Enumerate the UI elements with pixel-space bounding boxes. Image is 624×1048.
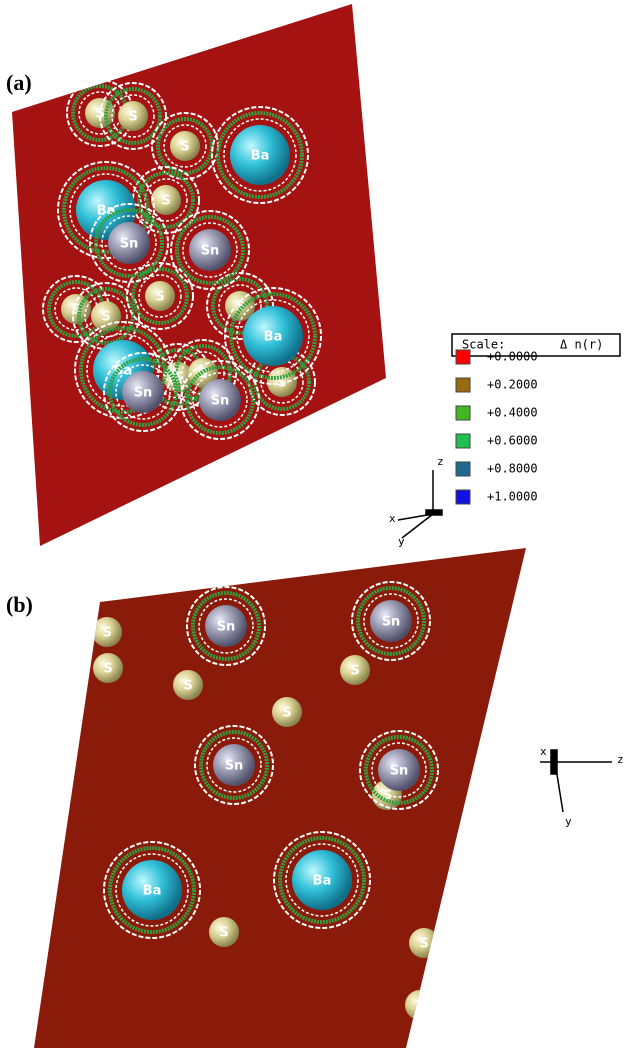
atom-label: S — [101, 310, 110, 325]
legend-swatch — [456, 490, 470, 504]
figure: SSSSSSSSSSSBaBaBaBaSnSnSnSn SSSSSSSSSSnS… — [0, 0, 624, 1048]
atom-label: Sn — [225, 759, 244, 774]
axis-label: z — [617, 753, 624, 766]
atom-label: S — [128, 110, 137, 125]
legend-swatch — [456, 378, 470, 392]
axis-triad — [398, 470, 442, 538]
atom-label: Ba — [264, 330, 283, 345]
atom-label: S — [155, 290, 164, 305]
atom-label: Sn — [134, 386, 153, 401]
atom-label: S — [161, 194, 170, 209]
atom-label: S — [183, 679, 192, 694]
legend-swatch — [456, 462, 470, 476]
axis-label: y — [398, 535, 405, 548]
atom-label: Sn — [201, 244, 220, 259]
atom-label: S — [103, 662, 112, 677]
atom-label: S — [219, 926, 228, 941]
atom-label: S — [415, 999, 424, 1014]
atom-label: S — [419, 937, 428, 952]
axis-label: x — [540, 745, 547, 758]
atom-label: S — [102, 626, 111, 641]
atom-label: Sn — [120, 237, 139, 252]
legend: +0.0000 +0.2000 +0.4000 +0.6000 +0.8000 +1.00… — [456, 350, 538, 505]
atom-label: Ba — [313, 874, 332, 889]
atom-label: S — [350, 664, 359, 679]
legend-swatch — [456, 350, 470, 364]
legend-label: +0.6000 — [487, 434, 538, 448]
axis-triad — [540, 750, 612, 812]
atom — [405, 990, 435, 1020]
atom-label: Sn — [382, 615, 401, 630]
atom-label: Sn — [217, 620, 236, 635]
atom-label: Ba — [143, 884, 162, 899]
panel-label: (b) — [6, 592, 33, 617]
axis-label: z — [437, 455, 444, 468]
legend-quantity: Δ n(r) — [560, 338, 603, 352]
legend-label: +0.8000 — [487, 462, 538, 476]
atom-label: Sn — [390, 764, 409, 779]
legend-swatch — [456, 406, 470, 420]
slice-a — [12, 4, 386, 546]
atom-label: S — [282, 706, 291, 721]
legend-label: +0.2000 — [487, 378, 538, 392]
legend-swatch — [456, 434, 470, 448]
atom-label: Sn — [211, 394, 230, 409]
panel-label: (a) — [6, 70, 32, 95]
axis-label: y — [565, 815, 572, 828]
legend-label: +0.0000 — [487, 350, 538, 364]
legend-label: +1.0000 — [487, 490, 538, 504]
atom-label: Ba — [251, 149, 270, 164]
atom-label: S — [180, 140, 189, 155]
axis-label: x — [389, 512, 396, 525]
legend-label: +0.4000 — [487, 406, 538, 420]
